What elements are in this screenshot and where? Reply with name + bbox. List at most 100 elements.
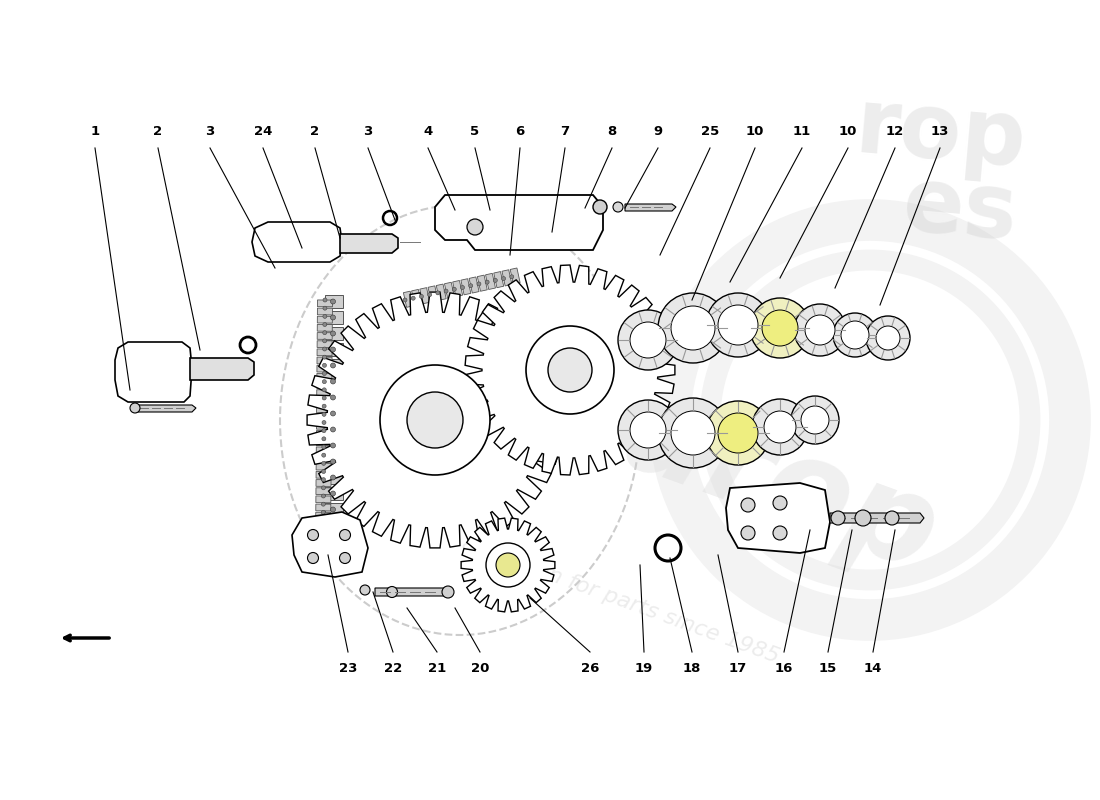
Circle shape — [322, 339, 327, 343]
Circle shape — [330, 299, 336, 304]
Text: 2: 2 — [153, 125, 163, 138]
Polygon shape — [324, 359, 343, 372]
Circle shape — [322, 396, 327, 400]
Polygon shape — [316, 480, 331, 486]
Circle shape — [718, 413, 758, 453]
Text: 18: 18 — [683, 662, 701, 675]
Circle shape — [360, 585, 370, 595]
Polygon shape — [292, 512, 368, 577]
Text: 9: 9 — [653, 125, 662, 138]
Polygon shape — [461, 278, 471, 295]
Circle shape — [322, 363, 327, 367]
Circle shape — [322, 445, 326, 449]
Circle shape — [330, 491, 336, 496]
Circle shape — [340, 553, 351, 563]
Circle shape — [671, 306, 715, 350]
Circle shape — [330, 539, 336, 544]
Text: 8: 8 — [607, 125, 617, 138]
Polygon shape — [494, 271, 504, 288]
Polygon shape — [316, 471, 331, 478]
Circle shape — [502, 277, 506, 281]
Text: 21: 21 — [428, 662, 447, 675]
Text: 24: 24 — [254, 125, 272, 138]
Circle shape — [794, 304, 846, 356]
Circle shape — [741, 526, 755, 540]
Circle shape — [442, 586, 454, 598]
Polygon shape — [625, 204, 676, 211]
Circle shape — [321, 453, 326, 457]
Polygon shape — [830, 513, 924, 523]
Text: 10: 10 — [839, 125, 857, 138]
Text: 3: 3 — [206, 125, 214, 138]
Circle shape — [322, 388, 327, 392]
Text: 12: 12 — [886, 125, 904, 138]
Polygon shape — [317, 382, 332, 389]
Circle shape — [706, 401, 770, 465]
Text: a passion for parts since 1985: a passion for parts since 1985 — [459, 533, 781, 667]
Circle shape — [386, 586, 397, 598]
Circle shape — [321, 535, 326, 539]
Circle shape — [322, 421, 326, 425]
Polygon shape — [324, 535, 343, 548]
Circle shape — [323, 314, 327, 318]
Circle shape — [330, 363, 336, 368]
Circle shape — [886, 511, 899, 525]
Circle shape — [322, 330, 327, 334]
Circle shape — [322, 355, 327, 359]
Circle shape — [866, 316, 910, 360]
Text: 11: 11 — [793, 125, 811, 138]
Polygon shape — [437, 284, 447, 300]
Circle shape — [321, 494, 326, 498]
Text: 14: 14 — [864, 662, 882, 675]
Circle shape — [330, 475, 336, 480]
Polygon shape — [375, 588, 448, 596]
Polygon shape — [318, 300, 332, 306]
Polygon shape — [420, 288, 430, 304]
Circle shape — [805, 315, 835, 345]
Text: 6: 6 — [516, 125, 525, 138]
Polygon shape — [316, 529, 331, 535]
Polygon shape — [324, 407, 343, 420]
Text: 25: 25 — [701, 125, 719, 138]
Polygon shape — [317, 325, 332, 331]
Text: europ: europ — [526, 343, 954, 597]
Polygon shape — [316, 463, 331, 470]
Circle shape — [330, 379, 336, 384]
Polygon shape — [317, 341, 332, 347]
Polygon shape — [316, 521, 331, 527]
Circle shape — [411, 296, 415, 300]
Circle shape — [308, 530, 319, 541]
Text: 5: 5 — [471, 125, 480, 138]
Circle shape — [461, 286, 464, 290]
Circle shape — [762, 310, 798, 346]
Polygon shape — [316, 504, 331, 511]
Polygon shape — [317, 374, 332, 380]
Circle shape — [764, 411, 796, 443]
Circle shape — [330, 331, 336, 336]
Text: 10: 10 — [746, 125, 764, 138]
Text: 19: 19 — [635, 662, 653, 675]
Circle shape — [706, 293, 770, 357]
Polygon shape — [324, 423, 343, 436]
Circle shape — [452, 287, 456, 291]
Circle shape — [618, 310, 678, 370]
Circle shape — [750, 298, 810, 358]
Polygon shape — [461, 518, 554, 612]
Circle shape — [830, 511, 845, 525]
Polygon shape — [316, 537, 331, 543]
Polygon shape — [324, 487, 343, 500]
Circle shape — [321, 526, 326, 530]
Polygon shape — [404, 291, 414, 307]
Polygon shape — [307, 292, 563, 548]
Circle shape — [613, 202, 623, 212]
Circle shape — [630, 412, 666, 448]
Polygon shape — [324, 295, 343, 308]
Circle shape — [468, 219, 483, 235]
Circle shape — [322, 429, 326, 433]
Circle shape — [486, 543, 530, 587]
Polygon shape — [317, 316, 332, 323]
Circle shape — [477, 282, 481, 286]
Circle shape — [496, 553, 520, 577]
Polygon shape — [316, 455, 331, 462]
Circle shape — [526, 326, 614, 414]
